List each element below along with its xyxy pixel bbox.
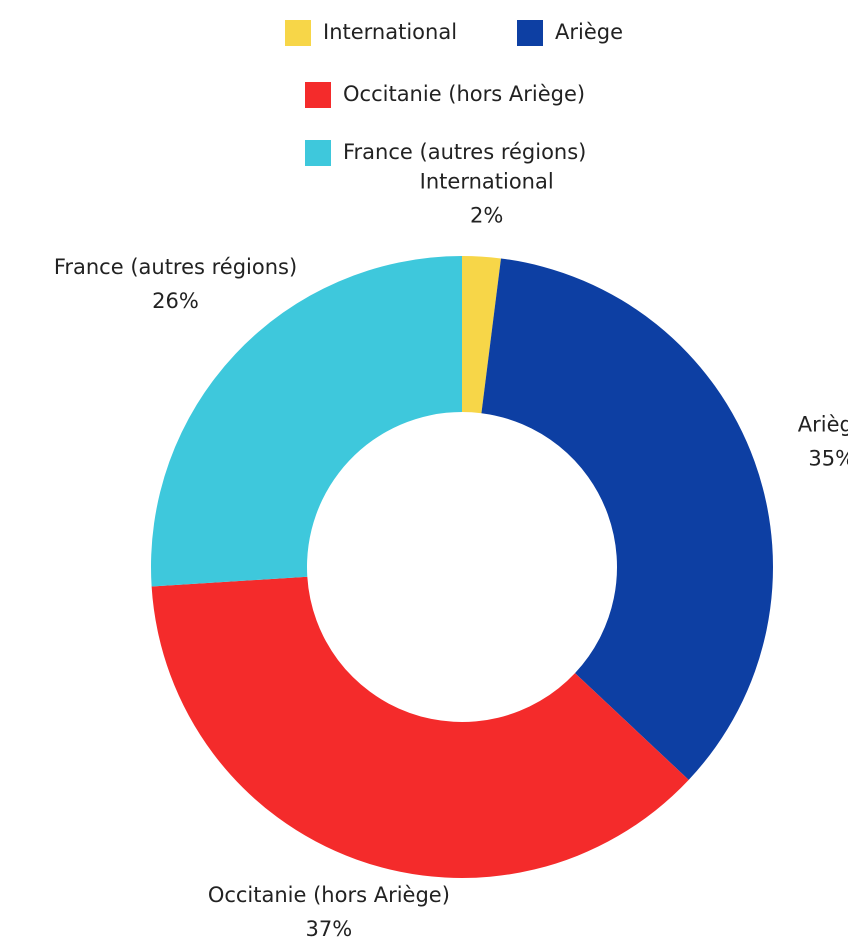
legend-label: Occitanie (hors Ariège) [343,82,585,106]
data-label-name: France (autres régions) [54,255,297,279]
data-label-value: 2% [470,204,503,228]
donut-segment [151,576,689,878]
data-label-value: 37% [306,917,353,941]
data-label-name: International [420,170,554,194]
data-label-value: 35% [808,446,848,470]
data-label-name: Ariège [798,412,848,436]
legend-label: Ariège [555,20,623,44]
legend-label: International [323,20,457,44]
donut-segment [462,256,501,414]
donut-segment [481,258,773,780]
legend-swatch [305,140,331,166]
legend-swatch [517,20,543,46]
data-label-value: 26% [152,289,199,313]
legend-swatch [305,82,331,108]
legend-swatch [285,20,311,46]
donut-segment [151,256,462,587]
legend-label: France (autres régions) [343,140,586,164]
data-label-name: Occitanie (hors Ariège) [208,883,450,907]
